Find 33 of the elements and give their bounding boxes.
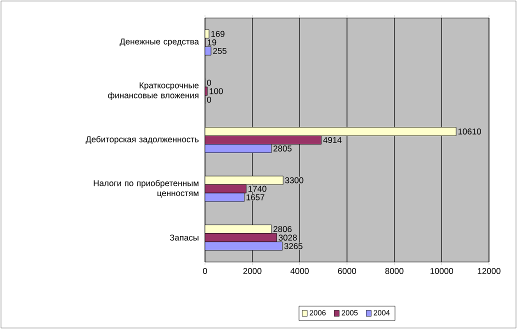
bar bbox=[205, 127, 456, 136]
x-tick-label: 0 bbox=[202, 268, 208, 274]
y-tick-label: Денежные средства bbox=[120, 38, 199, 46]
data-label: 0 bbox=[207, 96, 212, 103]
data-label: 0 bbox=[207, 80, 212, 86]
bar bbox=[205, 233, 277, 242]
data-label: 4914 bbox=[323, 137, 342, 143]
data-label: 2805 bbox=[274, 146, 292, 152]
bar bbox=[205, 242, 282, 251]
data-label: 255 bbox=[213, 48, 227, 54]
data-label: 3028 bbox=[278, 234, 297, 241]
y-tick-label: Краткосрочные финансовые вложения bbox=[108, 82, 199, 100]
x-tick-label: 6000 bbox=[338, 268, 356, 274]
x-tick-label: 10000 bbox=[430, 268, 454, 274]
data-label: 19 bbox=[208, 39, 216, 46]
y-tick-label: Запасы bbox=[170, 234, 198, 241]
bar bbox=[205, 224, 272, 234]
data-label: 169 bbox=[211, 30, 224, 37]
data-label: 3265 bbox=[284, 243, 302, 250]
data-label: 10610 bbox=[458, 128, 482, 134]
x-tick-label: 4000 bbox=[290, 268, 309, 274]
y-tick-label: Налоги по приобретенным ценностям bbox=[94, 180, 198, 198]
y-tick-label: Дебиторская задолженность bbox=[86, 136, 199, 144]
data-label: 3300 bbox=[285, 177, 304, 184]
x-tick-label: 2000 bbox=[243, 268, 262, 274]
bar bbox=[205, 136, 322, 144]
data-label: 1657 bbox=[246, 194, 264, 200]
data-label: 1740 bbox=[248, 186, 266, 192]
x-tick-label: 8000 bbox=[385, 268, 404, 274]
data-label: 2806 bbox=[274, 226, 292, 232]
data-label: 100 bbox=[210, 88, 223, 94]
x-tick-label: 12000 bbox=[478, 268, 500, 274]
bar bbox=[205, 144, 272, 153]
